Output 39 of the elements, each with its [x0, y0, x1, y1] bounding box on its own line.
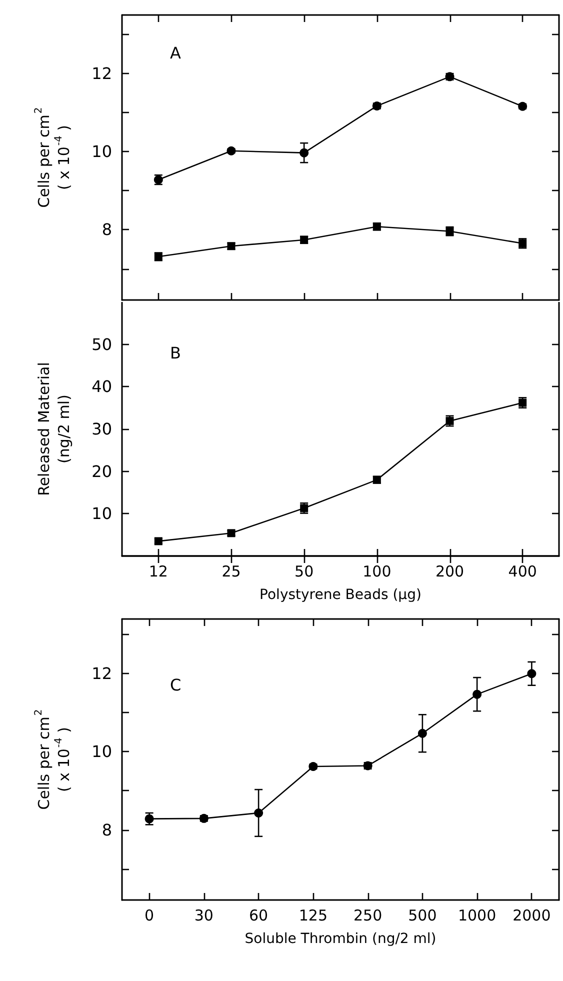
x-tick-label: 12: [148, 562, 168, 580]
y-tick-label: 40: [92, 377, 112, 396]
point: [446, 416, 454, 425]
y-tick-label: 8: [102, 220, 112, 240]
y-tick-label: 20: [92, 462, 112, 481]
y-tick-label: 12: [92, 64, 112, 84]
x-tick-label: 0: [144, 906, 154, 924]
text: C: [170, 676, 182, 694]
y-tick-label: 30: [92, 420, 112, 438]
point: [418, 728, 427, 738]
point: [472, 690, 482, 699]
x-axis-title: Soluble Thrombin (ng/2 ml): [244, 931, 436, 947]
x-tick-label: 25: [222, 562, 241, 580]
point: [527, 669, 536, 678]
y-axis-title: Released Material (ng/2 ml): [35, 362, 73, 496]
x-tick-label: 500: [408, 906, 437, 924]
x-tick-label: 1000: [458, 906, 496, 924]
point: [300, 148, 309, 158]
x-tick-label: 200: [435, 562, 464, 580]
y-tick-label: 10: [92, 142, 112, 162]
x-axis-title: Polystyrene Beads (μg): [260, 587, 422, 603]
text: B: [170, 344, 181, 362]
x-tick-label: 125: [298, 906, 328, 924]
x-tick-label: 250: [353, 906, 382, 924]
y-tick-label: 12: [92, 664, 112, 684]
point: [226, 146, 236, 156]
y-tick-label: 10: [92, 742, 112, 762]
point: [254, 808, 264, 818]
x-tick-label: 100: [362, 562, 392, 580]
x-tick-label: 50: [294, 562, 314, 580]
x-tick-label: 400: [508, 562, 537, 580]
y-tick-label: 8: [102, 820, 112, 840]
y-tick-label: 10: [92, 504, 112, 524]
point: [144, 814, 154, 824]
x-tick-label: 2000: [512, 906, 551, 924]
y-tick-label: 50: [92, 334, 112, 354]
x-tick-label: 30: [194, 906, 214, 924]
text: A: [170, 44, 181, 62]
x-tick-label: 60: [249, 906, 268, 924]
